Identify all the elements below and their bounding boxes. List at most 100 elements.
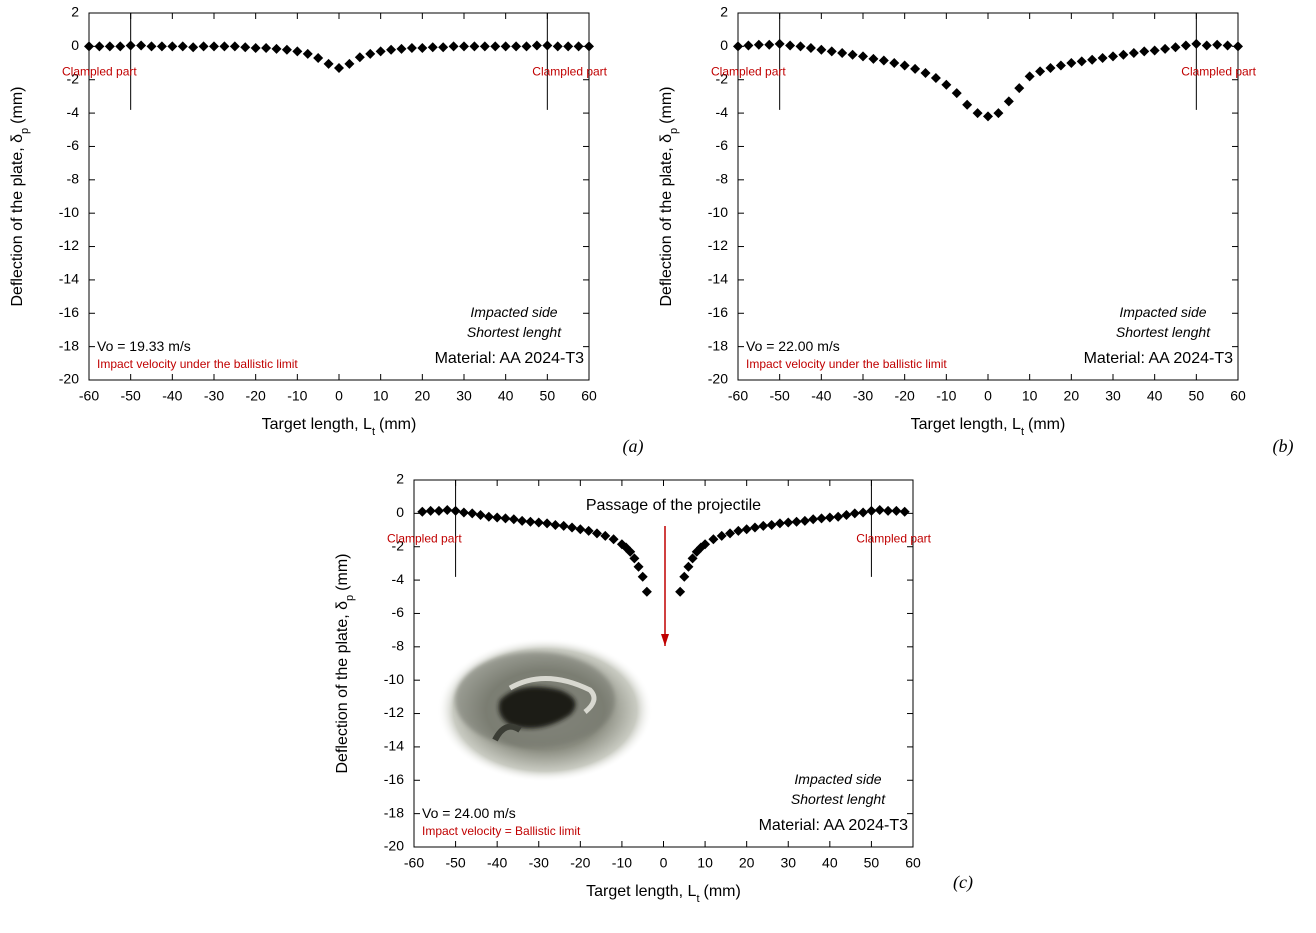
data-point (725, 528, 736, 539)
data-point (883, 505, 894, 516)
y-tick-label: 2 (71, 4, 79, 20)
y-tick-label: -6 (716, 137, 729, 153)
x-axis-label-unit: (mm) (1028, 416, 1065, 433)
y-tick-label: 0 (720, 37, 728, 53)
data-point (567, 522, 578, 533)
data-point (417, 43, 428, 54)
data-point (753, 39, 764, 50)
x-tick-label: -40 (811, 388, 831, 404)
velocity-label: Vo = 24.00 m/s (422, 805, 516, 821)
data-point (250, 43, 261, 54)
x-tick-label: 20 (739, 855, 755, 871)
data-point (1128, 48, 1139, 59)
data-point (1003, 96, 1014, 107)
data-point (889, 58, 900, 69)
clamp-label: Clampled part (856, 531, 931, 545)
y-axis-label-subscript: p (19, 128, 31, 134)
data-point (261, 43, 272, 54)
data-point (700, 539, 711, 550)
data-point (608, 534, 619, 545)
data-point (783, 517, 794, 528)
x-tick-label: 60 (905, 855, 921, 871)
data-point (1233, 41, 1243, 52)
data-point (552, 41, 563, 52)
data-point (841, 510, 852, 521)
data-point (983, 111, 993, 122)
impact-photo (437, 638, 653, 782)
y-tick-label: -8 (392, 638, 405, 654)
x-axis-label-unit: (mm) (379, 416, 416, 433)
data-point (708, 534, 719, 545)
data-point (136, 40, 147, 51)
data-point (733, 525, 744, 536)
y-tick-label: -18 (384, 804, 404, 820)
y-axis-label-unit: (mm) (9, 87, 26, 124)
data-point (427, 42, 438, 53)
data-point (791, 516, 802, 527)
y-tick-label: -6 (392, 604, 405, 620)
y-axis-label: Deflection of the plate, δp (mm) (334, 554, 356, 774)
x-tick-label: 60 (581, 388, 597, 404)
x-tick-label: 0 (335, 388, 343, 404)
data-point (302, 48, 313, 59)
data-point (94, 41, 105, 52)
data-point (344, 58, 355, 69)
data-point (758, 520, 769, 531)
data-point (84, 41, 94, 52)
x-tick-label: 10 (697, 855, 713, 871)
x-tick-label: 40 (498, 388, 514, 404)
data-point (467, 508, 478, 519)
side-note: Impacted side (794, 771, 881, 787)
data-point (469, 41, 480, 52)
data-point (209, 41, 219, 52)
data-point (442, 505, 453, 516)
data-point (1014, 83, 1025, 94)
data-point (500, 41, 511, 52)
y-tick-label: -18 (708, 337, 728, 353)
data-point (104, 41, 115, 52)
material-label: Material: AA 2024-T3 (759, 817, 909, 834)
data-point (637, 571, 648, 582)
x-tick-label: -10 (287, 388, 307, 404)
side-note: Shortest lenght (1116, 324, 1211, 340)
y-tick-label: -14 (384, 738, 404, 754)
panel-label: (c) (953, 872, 973, 893)
y-tick-label: -20 (59, 371, 79, 387)
clamp-label: Clampled part (62, 64, 137, 78)
data-point (816, 44, 827, 55)
data-point (542, 518, 553, 529)
data-point (816, 513, 827, 524)
y-tick-label: -10 (708, 204, 728, 220)
y-axis-label-text: Deflection of the plate, δ (334, 601, 351, 774)
data-point (1055, 60, 1066, 71)
clamp-label: Clampled part (1181, 64, 1256, 78)
data-point (858, 51, 868, 62)
data-point (450, 505, 461, 516)
data-point (766, 520, 777, 531)
x-tick-label: 10 (1022, 388, 1038, 404)
y-tick-label: -2 (392, 537, 405, 553)
y-tick-label: -2 (716, 70, 729, 86)
data-point (1024, 71, 1035, 82)
data-point (774, 38, 785, 49)
x-axis-label-text: Target length, L (262, 416, 372, 433)
velocity-label: Vo = 19.33 m/s (97, 338, 191, 354)
y-tick-label: -10 (384, 671, 404, 687)
x-axis-label-subscript: t (372, 426, 375, 438)
x-axis-label-subscript: t (1021, 426, 1024, 438)
data-point (406, 43, 417, 54)
x-tick-label: 0 (660, 855, 668, 871)
y-tick-label: -10 (59, 204, 79, 220)
x-tick-label: -10 (612, 855, 632, 871)
data-point (679, 571, 690, 582)
data-point (743, 40, 754, 51)
data-point (550, 520, 561, 531)
data-point (584, 41, 594, 52)
y-tick-label: -12 (384, 704, 404, 720)
y-tick-label: -8 (67, 171, 80, 187)
data-point (625, 546, 636, 557)
data-point (799, 515, 810, 526)
data-point (837, 48, 848, 59)
y-tick-label: -16 (708, 304, 728, 320)
x-axis-label: Target length, Lt (mm) (262, 416, 417, 438)
